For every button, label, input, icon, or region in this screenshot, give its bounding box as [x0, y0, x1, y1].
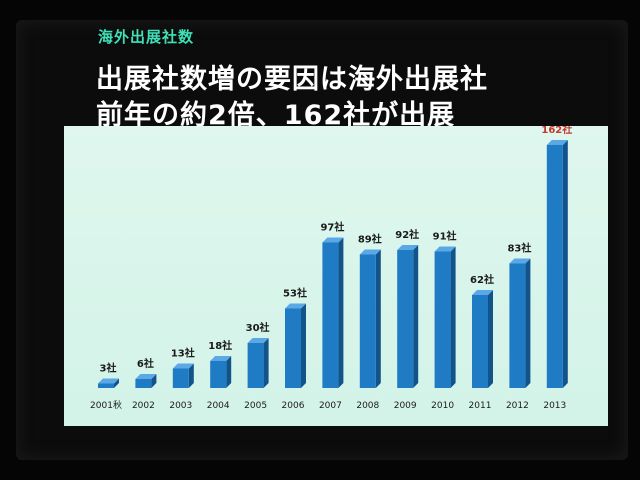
x-tick-label: 2003 — [169, 401, 192, 411]
bar-side — [301, 303, 306, 388]
x-tick-label: 2005 — [244, 401, 267, 411]
bar-top — [98, 378, 119, 384]
bar-top — [285, 303, 306, 309]
bar-top — [322, 237, 344, 243]
bar-2004 — [210, 361, 227, 388]
headline-line-2: 前年の約2倍、162社が出展 — [96, 98, 488, 134]
bar-2001秋 — [98, 383, 114, 388]
x-tick-label: 2010 — [431, 401, 454, 411]
bar-2013 — [546, 145, 563, 388]
headline-emphasis-double: 約2倍 — [180, 100, 256, 131]
bar-2012 — [509, 263, 526, 388]
bar-top — [434, 246, 456, 252]
headline-line-2-sep: 、 — [255, 100, 284, 131]
bar-side — [188, 363, 194, 388]
x-tick-label: 2008 — [356, 401, 379, 411]
headline-line-2-suffix: が出展 — [371, 100, 456, 131]
bar-2008 — [359, 254, 376, 388]
bar-2009 — [397, 250, 414, 388]
bar-2003 — [172, 368, 189, 388]
bar-chart: 3社 2001秋 6社 2002 13社 2003 18社 2004 30社 2005 53社 200… — [90, 126, 572, 411]
chart-panel: 3社 2001秋 6社 2002 13社 2003 18社 2004 30社 2005 53社 200… — [64, 126, 608, 426]
bar-side — [263, 338, 269, 388]
slide-subtitle: 海外出展社数 — [98, 28, 195, 46]
bar-side — [488, 290, 493, 388]
bar-2011 — [472, 295, 488, 388]
slide-headline: 出展社数増の要因は海外出展社 前年の約2倍、162社が出展 — [96, 62, 488, 134]
bar-value-label: 83社 — [507, 242, 531, 255]
x-tick-label: 2009 — [394, 401, 417, 411]
bar-side — [226, 356, 232, 388]
bar-top — [359, 249, 381, 255]
bar-side — [413, 245, 419, 388]
bar-2006 — [285, 308, 301, 388]
headline-line-2-prefix: 前年の — [96, 100, 180, 131]
bar-value-label: 6社 — [137, 357, 154, 370]
headline-emphasis-count: 162社 — [283, 100, 372, 131]
bar-value-label: 89社 — [358, 233, 382, 246]
bar-value-label: 62社 — [470, 273, 494, 286]
bar-value-label: 3社 — [100, 362, 117, 375]
bar-top — [135, 374, 157, 379]
bar-side — [562, 140, 568, 388]
bar-top — [172, 363, 194, 369]
bar-value-label: 91社 — [433, 230, 457, 243]
bar-value-label: 18社 — [208, 339, 232, 352]
bar-top — [247, 338, 269, 343]
bar-value-label: 30社 — [246, 321, 270, 334]
bar-side — [450, 246, 456, 388]
bar-top — [210, 356, 232, 361]
bar-side — [151, 374, 157, 388]
bar-2005 — [247, 343, 264, 388]
bar-value-label: 97社 — [320, 221, 344, 234]
x-tick-label: 2012 — [506, 401, 529, 411]
headline-line-1: 出展社数増の要因は海外出展社 — [96, 64, 488, 95]
bar-side — [338, 237, 344, 388]
bar-value-label: 162社 — [541, 126, 572, 136]
bar-top — [397, 245, 419, 250]
x-tick-label: 2004 — [207, 401, 230, 411]
x-tick-label: 2013 — [543, 401, 566, 411]
x-tick-label: 2006 — [282, 401, 305, 411]
bar-2010 — [434, 251, 451, 388]
bar-2002 — [135, 379, 152, 388]
bar-top — [472, 290, 493, 295]
x-tick-label: 2001秋 — [90, 399, 122, 411]
bar-top — [546, 140, 568, 145]
bar-side — [525, 258, 531, 388]
x-tick-label: 2007 — [319, 401, 342, 411]
bar-side — [114, 378, 119, 388]
bar-value-label: 13社 — [171, 347, 195, 360]
bar-value-label: 92社 — [395, 228, 419, 241]
bar-side — [375, 249, 381, 388]
bar-value-label: 53社 — [283, 287, 307, 300]
bar-top — [509, 258, 531, 264]
x-tick-label: 2011 — [469, 401, 492, 411]
bar-2007 — [322, 242, 339, 388]
x-tick-label: 2002 — [132, 401, 155, 411]
